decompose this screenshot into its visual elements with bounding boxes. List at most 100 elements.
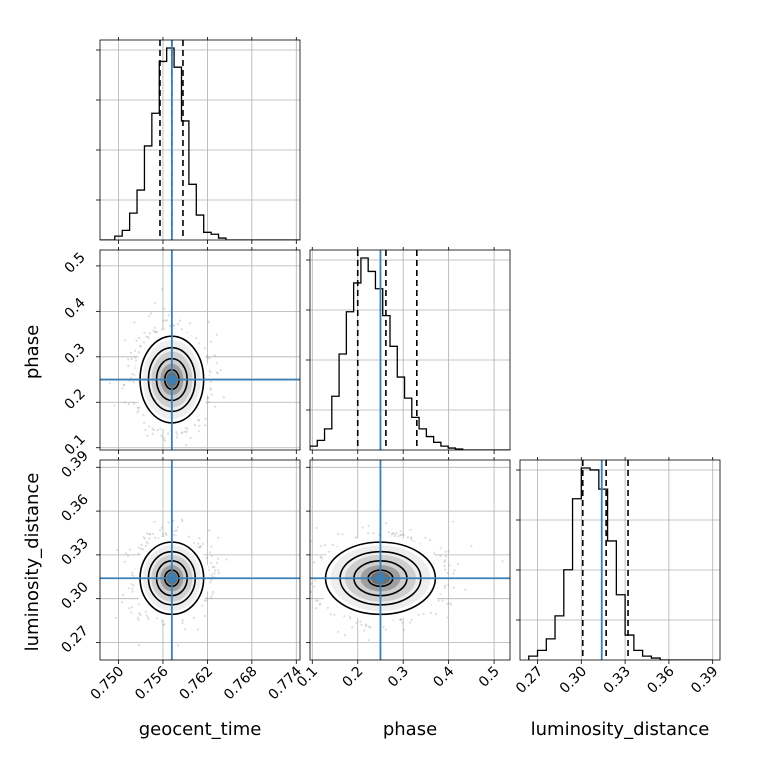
truth-marker <box>167 574 176 583</box>
scatter-point <box>185 430 188 433</box>
scatter-point <box>139 345 142 348</box>
scatter-point <box>341 533 344 536</box>
scatter-point <box>215 362 218 365</box>
scatter-point <box>394 534 397 538</box>
scatter-point <box>173 324 176 327</box>
scatter-point <box>443 560 446 564</box>
scatter-point <box>128 607 131 610</box>
scatter-point <box>205 556 208 560</box>
scatter-point <box>214 405 217 408</box>
scatter-point <box>149 312 152 315</box>
scatter-point <box>337 630 340 633</box>
panel-content <box>100 250 300 450</box>
scatter-point <box>435 612 438 616</box>
scatter-point <box>441 599 444 602</box>
tick-label-x: 0.5 <box>476 664 503 691</box>
scatter-point <box>130 357 133 360</box>
scatter-point <box>365 623 368 626</box>
scatter-point <box>319 545 322 548</box>
scatter-point <box>206 396 209 399</box>
scatter-point <box>197 430 200 433</box>
truth-marker <box>167 375 176 384</box>
tick-label-y: 0.3 <box>62 340 89 367</box>
histogram-phase <box>310 257 510 450</box>
tick-label-x: 0.36 <box>644 663 677 696</box>
scatter-point <box>180 518 184 521</box>
scatter-point <box>167 314 170 317</box>
scatter-point <box>367 532 370 535</box>
scatter-point <box>301 560 303 562</box>
tick-label-y: 0.5 <box>62 250 89 277</box>
scatter-point <box>206 355 209 358</box>
scatter-point <box>148 315 151 318</box>
scatter-point <box>172 519 175 522</box>
scatter-point <box>116 549 119 552</box>
scatter-point <box>198 424 201 427</box>
scatter-point <box>129 351 132 354</box>
panel-frame <box>519 459 721 661</box>
scatter-point <box>165 319 168 322</box>
scatter-point <box>127 402 130 406</box>
scatter-point <box>145 532 148 535</box>
x-axis-label-geocent-time: geocent_time <box>139 719 262 740</box>
scatter-point <box>144 428 147 432</box>
scatter-point <box>122 593 125 597</box>
scatter-point <box>382 626 385 629</box>
scatter-point <box>209 387 212 390</box>
scatter-point <box>175 431 178 434</box>
scatter-point <box>199 545 202 548</box>
scatter-point <box>131 571 134 574</box>
scatter-point <box>164 439 167 442</box>
scatter-point <box>151 427 154 430</box>
scatter-point <box>207 320 211 323</box>
scatter-point <box>443 564 446 568</box>
scatter-point <box>128 548 131 551</box>
scatter-point <box>470 544 473 548</box>
scatter-point <box>320 556 323 559</box>
scatter-point <box>210 578 213 581</box>
scatter-point <box>225 558 228 561</box>
scatter-point <box>391 532 394 535</box>
scatter-point <box>444 568 447 571</box>
scatter-point <box>216 372 219 375</box>
scatter-point <box>429 539 432 542</box>
scatter-point <box>114 616 118 619</box>
scatter-point <box>205 599 208 602</box>
scatter-point <box>410 537 413 541</box>
scatter-point <box>443 559 447 562</box>
scatter-point <box>313 585 316 588</box>
scatter-point <box>390 533 393 536</box>
tick-label-x: 0.4 <box>430 663 457 690</box>
scatter-point <box>184 628 187 631</box>
scatter-point <box>189 436 192 439</box>
scatter-point <box>448 602 451 605</box>
scatter-point <box>142 414 145 417</box>
scatter-point <box>124 552 127 555</box>
histogram-luminosity_distance <box>528 467 713 660</box>
panel-frame <box>99 39 301 241</box>
scatter-point <box>122 383 125 386</box>
scatter-point <box>203 614 206 618</box>
scatter-point <box>417 613 420 616</box>
scatter-point <box>318 603 321 606</box>
scatter-point <box>176 322 180 325</box>
tick-label-x: 0.750 <box>88 664 128 704</box>
scatter-point <box>401 621 404 624</box>
scatter-point <box>208 529 211 532</box>
scatter-point <box>138 336 141 339</box>
scatter-point <box>209 370 212 374</box>
scatter-point <box>457 563 460 566</box>
scatter-point <box>144 544 147 548</box>
scatter-point <box>152 428 155 432</box>
tick-label-x: 0.27 <box>513 664 546 697</box>
scatter-point <box>208 551 212 554</box>
scatter-point <box>121 601 124 604</box>
panel-content <box>301 460 510 660</box>
tick-label-x: 0.3 <box>385 664 412 691</box>
scatter-point <box>181 431 184 434</box>
scatter-point <box>163 437 166 440</box>
scatter-point <box>146 616 149 619</box>
scatter-point <box>121 387 124 390</box>
scatter-point <box>439 554 442 558</box>
scatter-point <box>137 546 140 549</box>
